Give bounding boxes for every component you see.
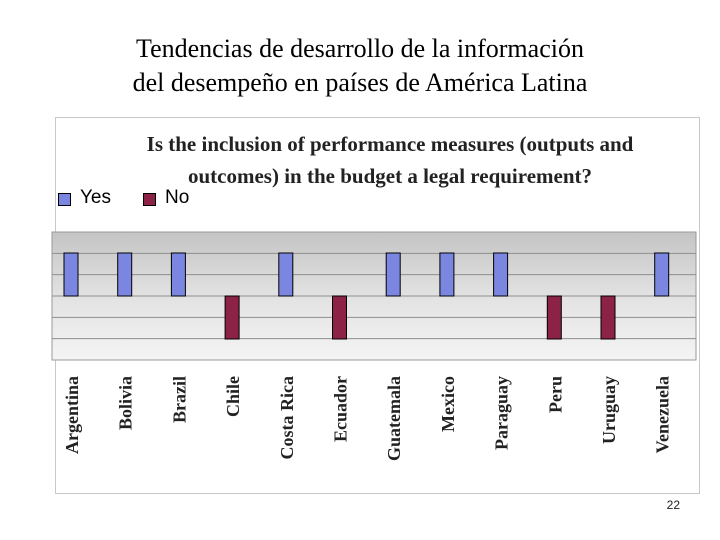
bar-chile [224,295,240,340]
legend-swatch-no [143,193,156,206]
slide-number: 22 [666,498,680,512]
slide-title-line1: Tendencias de desarrollo de la informaci… [136,34,584,63]
x-tick-label: Guatemala [384,376,404,461]
x-tick-label: Venezuela [653,376,673,453]
x-tick-label: Peru [545,376,565,413]
x-tick-label: Brazil [169,376,189,423]
legend-label-no: No [165,187,190,208]
x-tick-label: Paraguay [492,376,512,450]
x-tick-label: Chile [223,376,243,417]
chart-title-line1: Is the inclusion of performance measures… [146,132,634,156]
x-tick-label: Ecuador [331,376,351,442]
bar-guatemala [385,252,401,297]
bars [63,252,670,340]
chart-title-line2: outcomes) in the budget a legal requirem… [187,164,593,188]
slide-title-line2: del desempeño en países de América Latin… [132,68,588,97]
bar-uruguay [600,295,616,340]
gridlines [52,252,696,340]
bar-paraguay [493,252,509,297]
legend-swatch-yes [58,193,71,206]
x-tick-label: Argentina [62,376,82,454]
bar-venezuela [654,252,670,297]
bar-mexico [439,252,455,297]
x-tick-label: Uruguay [599,376,619,444]
legend-label-yes: Yes [80,187,111,208]
bar-brazil [170,252,186,297]
bar-peru [546,295,562,340]
bar-costa-rica [278,252,294,297]
slide-title: Tendencias de desarrollo de la informaci… [0,32,720,100]
bar-argentina [63,252,79,297]
x-tick-label: Mexico [438,376,458,432]
bar-ecuador [332,295,347,340]
bar-bolivia [117,252,133,297]
x-axis-labels: Argentina Bolivia Brazil Chile Costa Rica Ecu… [62,376,673,461]
x-tick-label: Costa Rica [277,376,297,460]
chart-title: Is the inclusion of performance measures… [110,128,670,192]
x-tick-label: Bolivia [116,376,136,430]
